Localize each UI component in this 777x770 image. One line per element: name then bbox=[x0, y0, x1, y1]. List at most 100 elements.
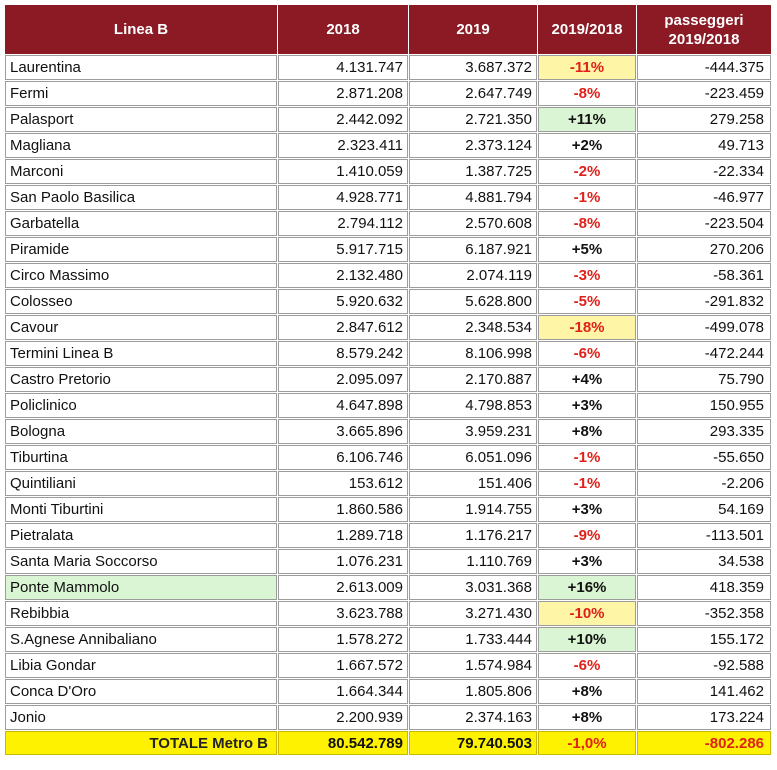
table-row: San Paolo Basilica 4.928.771 4.881.794 -1% -… bbox=[5, 185, 771, 210]
table-row: Jonio 2.200.939 2.374.163 +8% 173.224 bbox=[5, 705, 771, 730]
table-row: Colosseo 5.920.632 5.628.800 -5% -291.832 bbox=[5, 289, 771, 314]
header-ratio: 2019/2018 bbox=[538, 5, 636, 54]
table-row: Marconi 1.410.059 1.387.725 -2% -22.334 bbox=[5, 159, 771, 184]
passengers-2019: 2.373.124 bbox=[409, 133, 537, 158]
ratio-cell: +3% bbox=[538, 549, 636, 574]
station-name: Jonio bbox=[5, 705, 277, 730]
station-name: Magliana bbox=[5, 133, 277, 158]
passengers-2019: 4.798.853 bbox=[409, 393, 537, 418]
table-row: Cavour 2.847.612 2.348.534 -18% -499.078 bbox=[5, 315, 771, 340]
passenger-diff: -499.078 bbox=[637, 315, 771, 340]
passengers-2019: 2.570.608 bbox=[409, 211, 537, 236]
passenger-diff: 54.169 bbox=[637, 497, 771, 522]
table-row: Circo Massimo 2.132.480 2.074.119 -3% -58.36… bbox=[5, 263, 771, 288]
ratio-cell: -8% bbox=[538, 211, 636, 236]
table-row: Libia Gondar 1.667.572 1.574.984 -6% -92.588 bbox=[5, 653, 771, 678]
passengers-2018: 1.578.272 bbox=[278, 627, 408, 652]
table-row: Garbatella 2.794.112 2.570.608 -8% -223.504 bbox=[5, 211, 771, 236]
passengers-2019: 2.348.534 bbox=[409, 315, 537, 340]
ratio-cell: +2% bbox=[538, 133, 636, 158]
header-diff-line2: 2019/2018 bbox=[668, 30, 740, 48]
passengers-2018: 1.410.059 bbox=[278, 159, 408, 184]
table-row: Tiburtina 6.106.746 6.051.096 -1% -55.650 bbox=[5, 445, 771, 470]
passenger-diff: -223.504 bbox=[637, 211, 771, 236]
ratio-cell: -1% bbox=[538, 471, 636, 496]
ratio-cell: -3% bbox=[538, 263, 636, 288]
total-2018: 80.542.789 bbox=[278, 731, 408, 755]
station-name: San Paolo Basilica bbox=[5, 185, 277, 210]
passengers-2018: 2.095.097 bbox=[278, 367, 408, 392]
header-passenger-diff: passeggeri 2019/2018 bbox=[637, 5, 771, 54]
passengers-2019: 3.031.368 bbox=[409, 575, 537, 600]
ratio-cell: +5% bbox=[538, 237, 636, 262]
total-row: TOTALE Metro B 80.542.789 79.740.503 -1,… bbox=[5, 731, 771, 755]
passenger-diff: -58.361 bbox=[637, 263, 771, 288]
passengers-2019: 6.051.096 bbox=[409, 445, 537, 470]
passengers-2019: 6.187.921 bbox=[409, 237, 537, 262]
passengers-2018: 4.131.747 bbox=[278, 55, 408, 80]
ratio-cell: -6% bbox=[538, 341, 636, 366]
table-row: Quintiliani 153.612 151.406 -1% -2.206 bbox=[5, 471, 771, 496]
table-row: S.Agnese Annibaliano 1.578.272 1.733.444 +1… bbox=[5, 627, 771, 652]
total-label: TOTALE Metro B bbox=[5, 731, 277, 755]
passenger-diff: -46.977 bbox=[637, 185, 771, 210]
table-row: Termini Linea B 8.579.242 8.106.998 -6% -472… bbox=[5, 341, 771, 366]
passengers-2018: 2.200.939 bbox=[278, 705, 408, 730]
station-name: Tiburtina bbox=[5, 445, 277, 470]
ratio-cell: -10% bbox=[538, 601, 636, 626]
passengers-2019: 1.176.217 bbox=[409, 523, 537, 548]
passengers-2019: 2.647.749 bbox=[409, 81, 537, 106]
station-name: Monti Tiburtini bbox=[5, 497, 277, 522]
table-row: Policlinico 4.647.898 4.798.853 +3% 150.955 bbox=[5, 393, 771, 418]
station-name: Termini Linea B bbox=[5, 341, 277, 366]
ratio-cell: -18% bbox=[538, 315, 636, 340]
passenger-diff: -472.244 bbox=[637, 341, 771, 366]
header-2018: 2018 bbox=[278, 5, 408, 54]
ratio-cell: -9% bbox=[538, 523, 636, 548]
ratio-cell: -1% bbox=[538, 445, 636, 470]
passengers-2019: 2.721.350 bbox=[409, 107, 537, 132]
total-2019: 79.740.503 bbox=[409, 731, 537, 755]
ratio-cell: +10% bbox=[538, 627, 636, 652]
ratio-cell: +11% bbox=[538, 107, 636, 132]
passengers-2018: 6.106.746 bbox=[278, 445, 408, 470]
table-row: Ponte Mammolo 2.613.009 3.031.368 +16% 418.3… bbox=[5, 575, 771, 600]
passengers-2018: 153.612 bbox=[278, 471, 408, 496]
passengers-2018: 2.794.112 bbox=[278, 211, 408, 236]
passengers-2019: 1.914.755 bbox=[409, 497, 537, 522]
passenger-diff: 155.172 bbox=[637, 627, 771, 652]
table-row: Santa Maria Soccorso 1.076.231 1.110.769 +3… bbox=[5, 549, 771, 574]
passengers-2018: 1.076.231 bbox=[278, 549, 408, 574]
table-row: Laurentina 4.131.747 3.687.372 -11% -444.375 bbox=[5, 55, 771, 80]
table-row: Palasport 2.442.092 2.721.350 +11% 279.258 bbox=[5, 107, 771, 132]
station-name: S.Agnese Annibaliano bbox=[5, 627, 277, 652]
passenger-diff: -223.459 bbox=[637, 81, 771, 106]
passengers-2019: 4.881.794 bbox=[409, 185, 537, 210]
passengers-2019: 8.106.998 bbox=[409, 341, 537, 366]
ridership-table: Linea B 2018 2019 2019/2018 passeggeri 2… bbox=[4, 4, 772, 756]
passengers-2018: 1.289.718 bbox=[278, 523, 408, 548]
passenger-diff: -2.206 bbox=[637, 471, 771, 496]
ratio-cell: +8% bbox=[538, 419, 636, 444]
header-line: Linea B bbox=[5, 5, 277, 54]
passenger-diff: 150.955 bbox=[637, 393, 771, 418]
header-diff-line1: passeggeri bbox=[664, 11, 744, 29]
passengers-2019: 1.110.769 bbox=[409, 549, 537, 574]
passengers-2018: 3.665.896 bbox=[278, 419, 408, 444]
station-name: Rebibbia bbox=[5, 601, 277, 626]
ratio-cell: -5% bbox=[538, 289, 636, 314]
passenger-diff: 418.359 bbox=[637, 575, 771, 600]
passengers-2018: 2.323.411 bbox=[278, 133, 408, 158]
table-row: Conca D'Oro 1.664.344 1.805.806 +8% 141.462 bbox=[5, 679, 771, 704]
passenger-diff: 141.462 bbox=[637, 679, 771, 704]
total-passenger-diff: -802.286 bbox=[637, 731, 771, 755]
station-name: Libia Gondar bbox=[5, 653, 277, 678]
station-name: Conca D'Oro bbox=[5, 679, 277, 704]
station-name: Bologna bbox=[5, 419, 277, 444]
passenger-diff: -22.334 bbox=[637, 159, 771, 184]
passengers-2018: 8.579.242 bbox=[278, 341, 408, 366]
passengers-2018: 3.623.788 bbox=[278, 601, 408, 626]
passengers-2019: 3.271.430 bbox=[409, 601, 537, 626]
table-row: Magliana 2.323.411 2.373.124 +2% 49.713 bbox=[5, 133, 771, 158]
passengers-2018: 4.647.898 bbox=[278, 393, 408, 418]
